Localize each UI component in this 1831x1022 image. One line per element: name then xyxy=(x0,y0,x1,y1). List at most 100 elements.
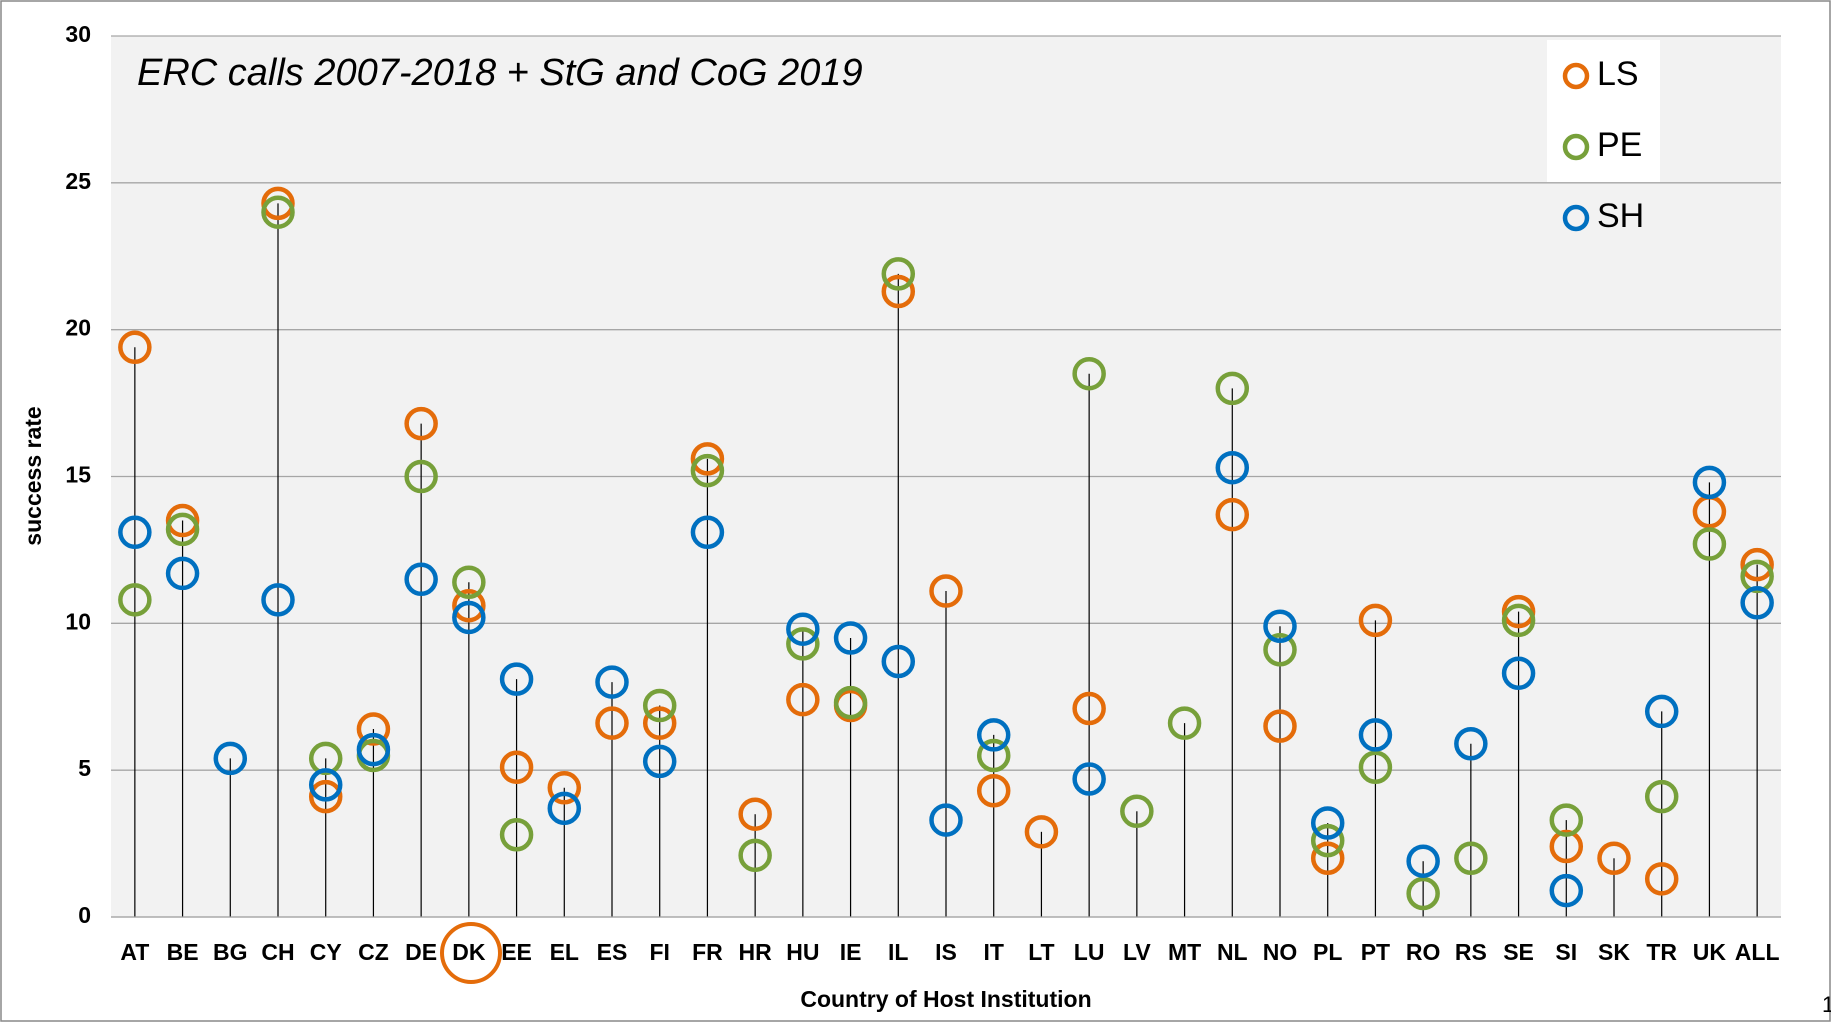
x-tick-label: LT xyxy=(1028,939,1054,965)
dot xyxy=(165,556,200,591)
dot xyxy=(1454,841,1488,876)
dot xyxy=(165,512,200,547)
dot xyxy=(1644,694,1679,729)
dot xyxy=(1549,803,1584,837)
dot xyxy=(1501,603,1536,638)
dot xyxy=(690,442,725,476)
dot xyxy=(833,621,868,655)
dot xyxy=(499,750,534,784)
dot xyxy=(1072,691,1106,726)
dot xyxy=(404,459,438,494)
dot xyxy=(595,706,629,740)
x-tick-label: SE xyxy=(1503,939,1534,965)
dot xyxy=(1501,656,1536,691)
dot xyxy=(404,406,438,441)
dot xyxy=(404,562,438,597)
dot xyxy=(690,453,725,488)
y-tick-label: 30 xyxy=(65,21,91,47)
y-tick-label: 0 xyxy=(78,902,91,928)
y-tick-label: 15 xyxy=(65,462,91,488)
x-tick-label: DK xyxy=(452,939,486,965)
chart-title: ERC calls 2007-2018 + StG and CoG 2019 xyxy=(137,52,863,94)
dot xyxy=(1692,527,1727,561)
x-tick-label: SK xyxy=(1598,939,1630,965)
dot xyxy=(452,600,486,635)
x-tick-label: UK xyxy=(1693,939,1727,965)
dot xyxy=(738,797,772,831)
x-tick-label: IE xyxy=(840,939,862,965)
x-axis-title: Country of Host Institution xyxy=(800,986,1091,1012)
dot xyxy=(261,583,295,617)
dot xyxy=(786,612,820,646)
dot xyxy=(642,688,677,723)
dot xyxy=(1358,750,1393,784)
dot xyxy=(1358,603,1393,638)
x-tick-label: AT xyxy=(120,939,149,965)
dot xyxy=(118,583,152,617)
x-tick-label: LV xyxy=(1123,939,1151,965)
dot xyxy=(499,662,534,696)
dot xyxy=(308,768,343,802)
dot xyxy=(1310,823,1345,858)
dot xyxy=(1692,465,1727,500)
dot xyxy=(976,718,1011,752)
x-tick-label: ES xyxy=(597,939,628,965)
legend-marker xyxy=(1562,133,1590,161)
dot xyxy=(499,818,534,852)
dot xyxy=(976,738,1011,773)
y-tick-label: 10 xyxy=(65,608,91,634)
dot xyxy=(1406,844,1440,878)
dot xyxy=(642,706,677,740)
dot xyxy=(976,773,1011,808)
dot xyxy=(547,771,582,805)
x-tick-label: IT xyxy=(983,939,1003,965)
dot xyxy=(1549,829,1584,864)
dot xyxy=(308,741,343,776)
y-axis-title: success rate xyxy=(20,406,46,545)
x-tick-label: HR xyxy=(739,939,773,965)
dot xyxy=(261,195,295,229)
x-tick-label: FI xyxy=(649,939,669,965)
legend-marker xyxy=(1562,204,1590,232)
x-tick-label: BG xyxy=(213,939,248,965)
dot xyxy=(1120,794,1154,829)
legend-label: LS xyxy=(1597,55,1639,93)
dot xyxy=(1263,633,1297,667)
dot xyxy=(738,838,772,873)
y-tick-label: 5 xyxy=(78,755,91,781)
dot xyxy=(1263,609,1297,644)
x-tick-label: BE xyxy=(167,939,199,965)
dot xyxy=(118,515,152,550)
x-tick-label: RS xyxy=(1455,939,1487,965)
dot xyxy=(1358,718,1393,752)
legend-label: PE xyxy=(1597,126,1642,164)
dot xyxy=(595,665,629,699)
dot xyxy=(1072,762,1106,796)
dot xyxy=(1549,873,1584,908)
x-tick-label: EE xyxy=(501,939,532,965)
dot xyxy=(356,732,391,767)
dot xyxy=(833,685,868,720)
dot xyxy=(929,574,963,608)
dot xyxy=(213,741,248,776)
x-tick-label: PT xyxy=(1361,939,1390,965)
dot xyxy=(1215,450,1250,485)
dot xyxy=(1024,815,1059,849)
dot xyxy=(1310,806,1345,840)
dot xyxy=(452,588,486,623)
dot xyxy=(1072,356,1106,391)
x-tick-label: CH xyxy=(261,939,294,965)
x-tick-label: MT xyxy=(1168,939,1201,965)
x-tick-label: PL xyxy=(1313,939,1342,965)
dot xyxy=(118,330,152,365)
x-tick-label: SI xyxy=(1555,939,1577,965)
dot xyxy=(1644,862,1679,896)
y-tick-label: 20 xyxy=(65,315,91,341)
dot xyxy=(881,257,916,291)
dot xyxy=(165,503,200,538)
dot xyxy=(690,515,725,550)
x-tick-label: NO xyxy=(1263,939,1298,965)
dot xyxy=(1740,547,1774,582)
legend-marker xyxy=(1562,62,1590,90)
